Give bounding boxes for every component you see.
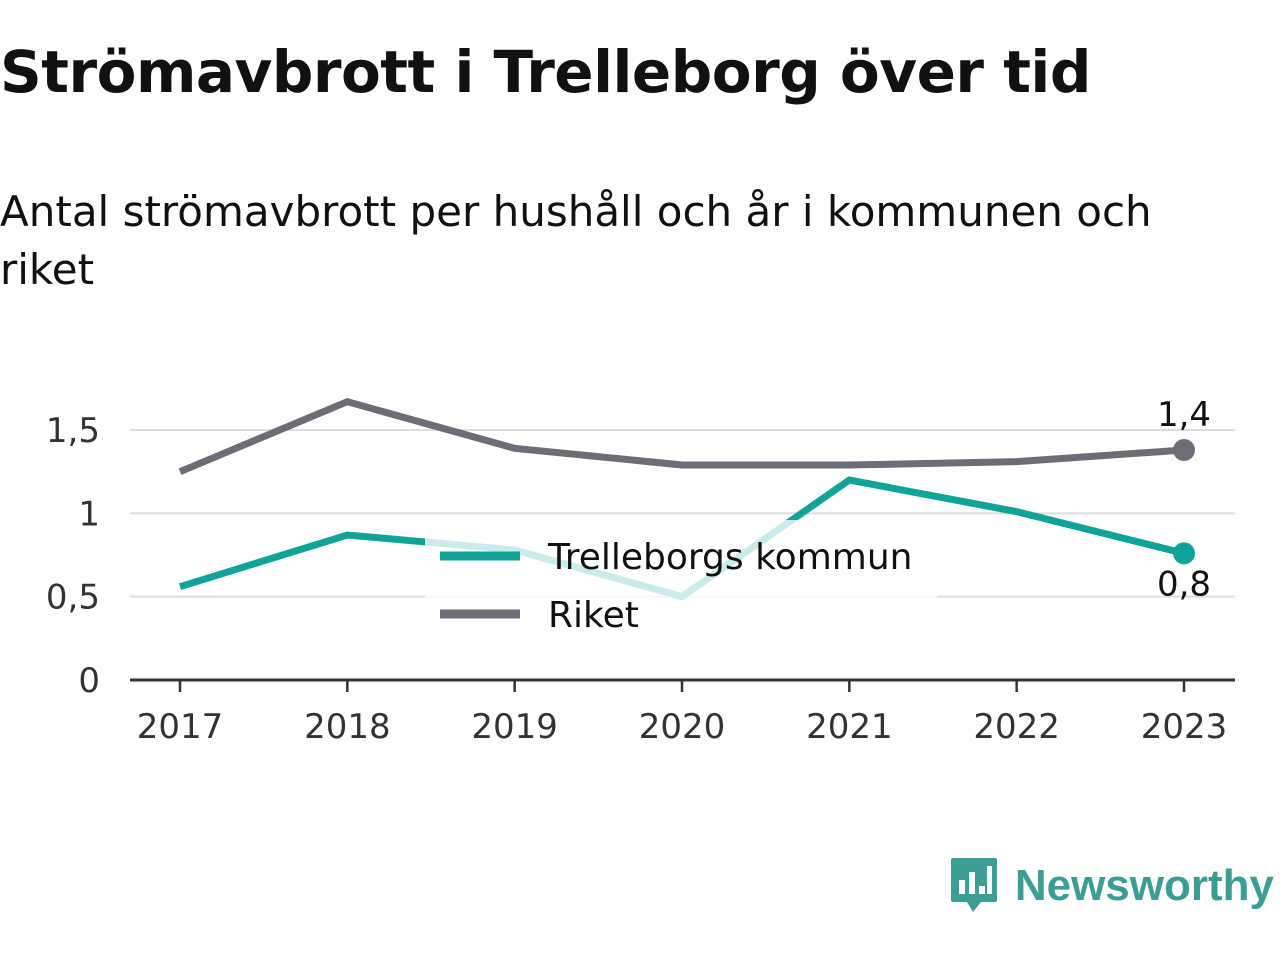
x-tick-label: 2023 [1141,707,1228,747]
x-tick-label: 2022 [973,707,1060,747]
bar-chart-speech-bubble-icon [950,858,997,912]
chart-subtitle: Antal strömavbrott per hushåll och år i … [0,187,1152,294]
series-end-marker [1173,439,1195,461]
y-tick-label: 0,5 [46,578,100,618]
brand-name: Newsworthy [1014,861,1274,910]
legend-label: Trelleborgs kommun [547,537,912,578]
x-tick-label: 2019 [471,707,558,747]
brand-logo: Newsworthy [949,856,1274,916]
x-tick-label: 2017 [137,707,224,747]
data-label: 0,8 [1157,564,1211,604]
data-label: 1,4 [1157,395,1211,435]
series-end-marker [1173,542,1195,565]
x-tick-label: 2020 [639,707,726,747]
x-axis: 2017 2018 2019 2020 2021 2022 2023 [130,678,1235,747]
legend-background [425,520,937,648]
x-tick-label: 2018 [304,707,391,747]
series-end-markers: 0,8 1,4 [1157,395,1211,604]
y-tick-label: 0 [78,661,100,701]
y-tick-label: 1 [78,494,100,534]
chart-title: Strömavbrott i Trelleborg över tid [0,38,1091,106]
y-tick-label: 1,5 [46,411,100,451]
legend-label: Riket [548,595,639,636]
series-line-1 [178,397,1185,475]
x-tick-label: 2021 [806,707,893,747]
y-axis-ticks: 0 0,5 1 1,5 [46,411,100,701]
legend: Trelleborgs kommun Riket [425,520,937,648]
